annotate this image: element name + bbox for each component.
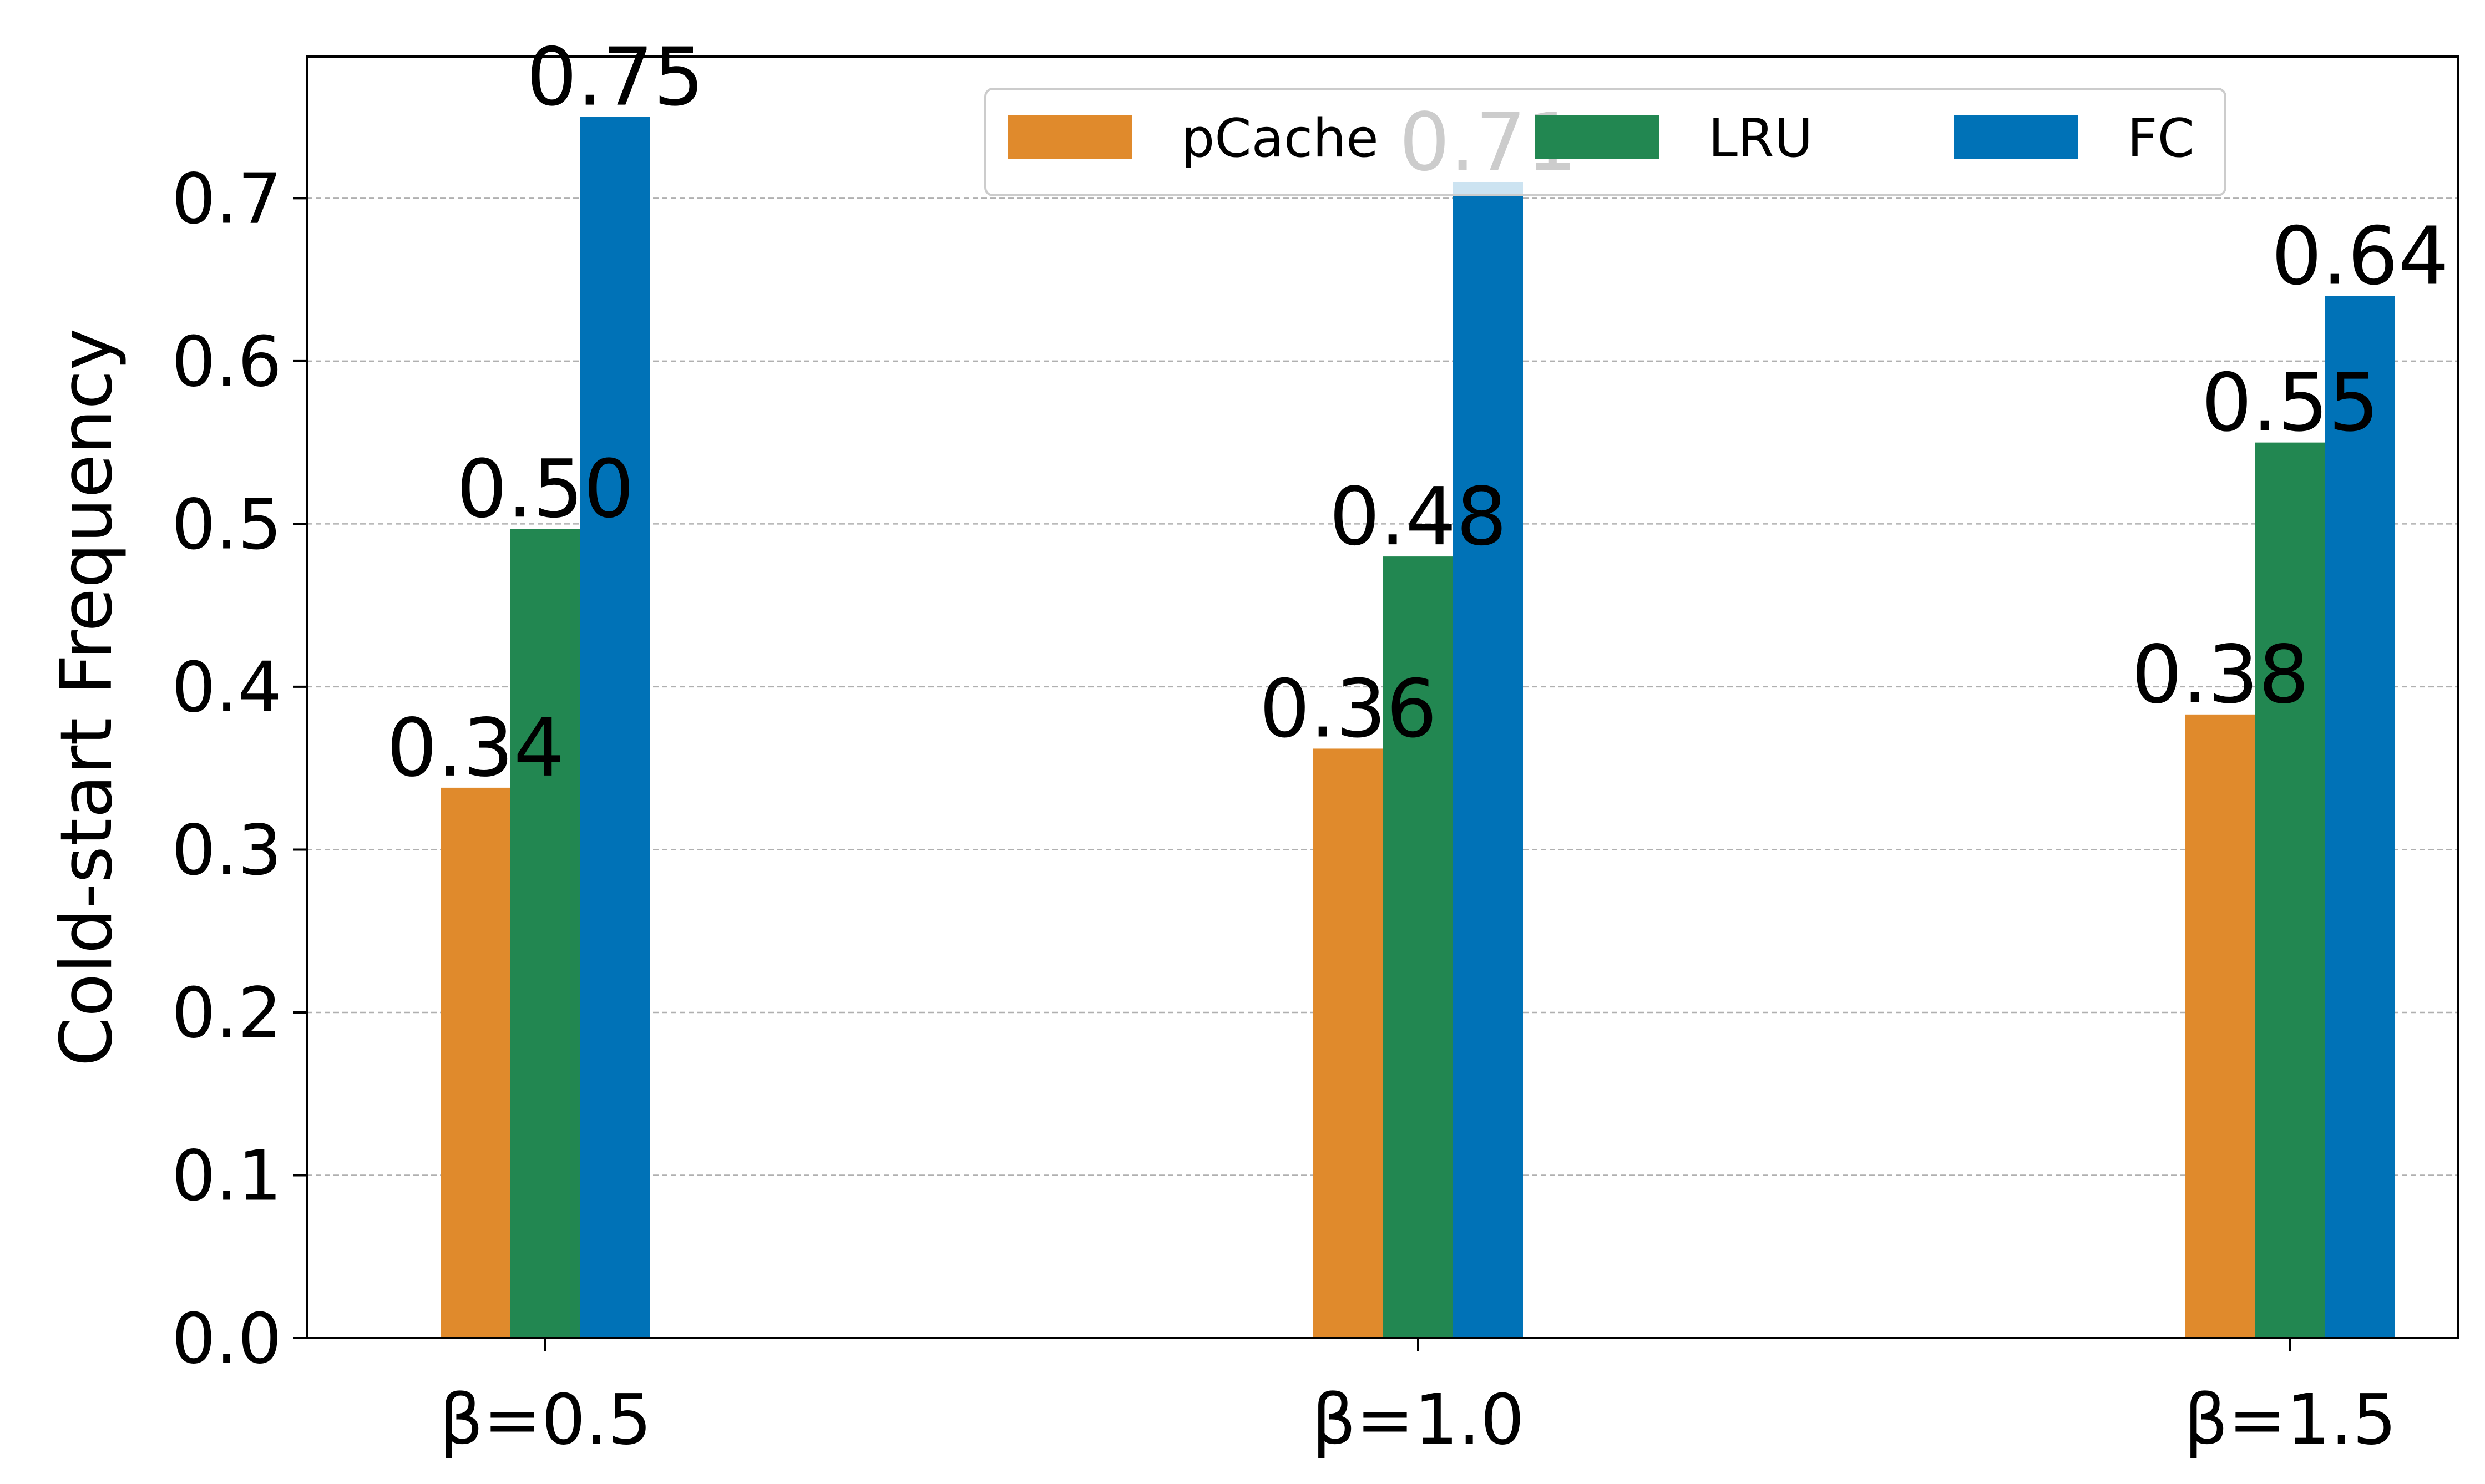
plot-frame <box>306 55 2459 1339</box>
y-tick-label: 0.7 <box>171 159 282 239</box>
legend-label-lru: LRU <box>1708 108 1813 169</box>
bar-pcache-1 <box>441 787 510 1338</box>
legend-label-pcache: pCache <box>1181 108 1379 169</box>
bar-pcache-3 <box>2185 714 2255 1338</box>
y-tick-label: 0.6 <box>171 322 282 402</box>
x-axis: β=0.5 β=1.0 β=1.5 <box>439 1338 2397 1460</box>
y-tick-label: 0.3 <box>171 810 282 890</box>
y-tick-label: 0.2 <box>171 973 282 1054</box>
data-label-pcache-2: 0.36 <box>1259 662 1438 755</box>
bar-fc-2 <box>1453 182 1523 1338</box>
legend-swatch-pcache <box>1008 115 1132 159</box>
legend-swatch-fc <box>1954 115 2078 159</box>
bar-fc-3 <box>2325 296 2395 1339</box>
legend-swatch-lru <box>1535 115 1659 159</box>
y-tick-label: 0.4 <box>171 647 282 728</box>
data-label-fc-1: 0.75 <box>527 31 705 124</box>
y-tick-label: 0.5 <box>171 484 282 565</box>
bars <box>441 117 2395 1339</box>
data-label-pcache-3: 0.38 <box>2132 628 2310 721</box>
y-axis: 0.0 0.1 0.2 0.3 0.4 0.5 0.6 0.7 <box>171 159 307 1379</box>
legend: pCache LRU FC <box>984 88 2226 196</box>
x-tick-label: β=1.0 <box>1312 1380 1524 1460</box>
y-tick-label: 0.1 <box>171 1136 282 1216</box>
y-axis-label: Cold-start Frequency <box>45 328 128 1067</box>
x-tick-label: β=1.5 <box>2184 1380 2396 1460</box>
data-label-lru-2: 0.48 <box>1329 470 1507 563</box>
bar-lru-2 <box>1383 556 1453 1338</box>
bar-lru-3 <box>2255 442 2325 1339</box>
data-label-lru-3: 0.55 <box>2201 356 2380 449</box>
data-label-lru-1: 0.50 <box>457 442 635 535</box>
data-label-fc-3: 0.64 <box>2271 209 2449 302</box>
legend-label-fc: FC <box>2127 108 2194 169</box>
data-label-pcache-1: 0.34 <box>387 701 565 794</box>
bar-lru-1 <box>510 529 580 1339</box>
bar-fc-1 <box>580 117 650 1338</box>
x-tick-label: β=0.5 <box>439 1380 651 1460</box>
bar-pcache-2 <box>1313 748 1383 1338</box>
y-tick-label: 0.0 <box>171 1299 282 1379</box>
